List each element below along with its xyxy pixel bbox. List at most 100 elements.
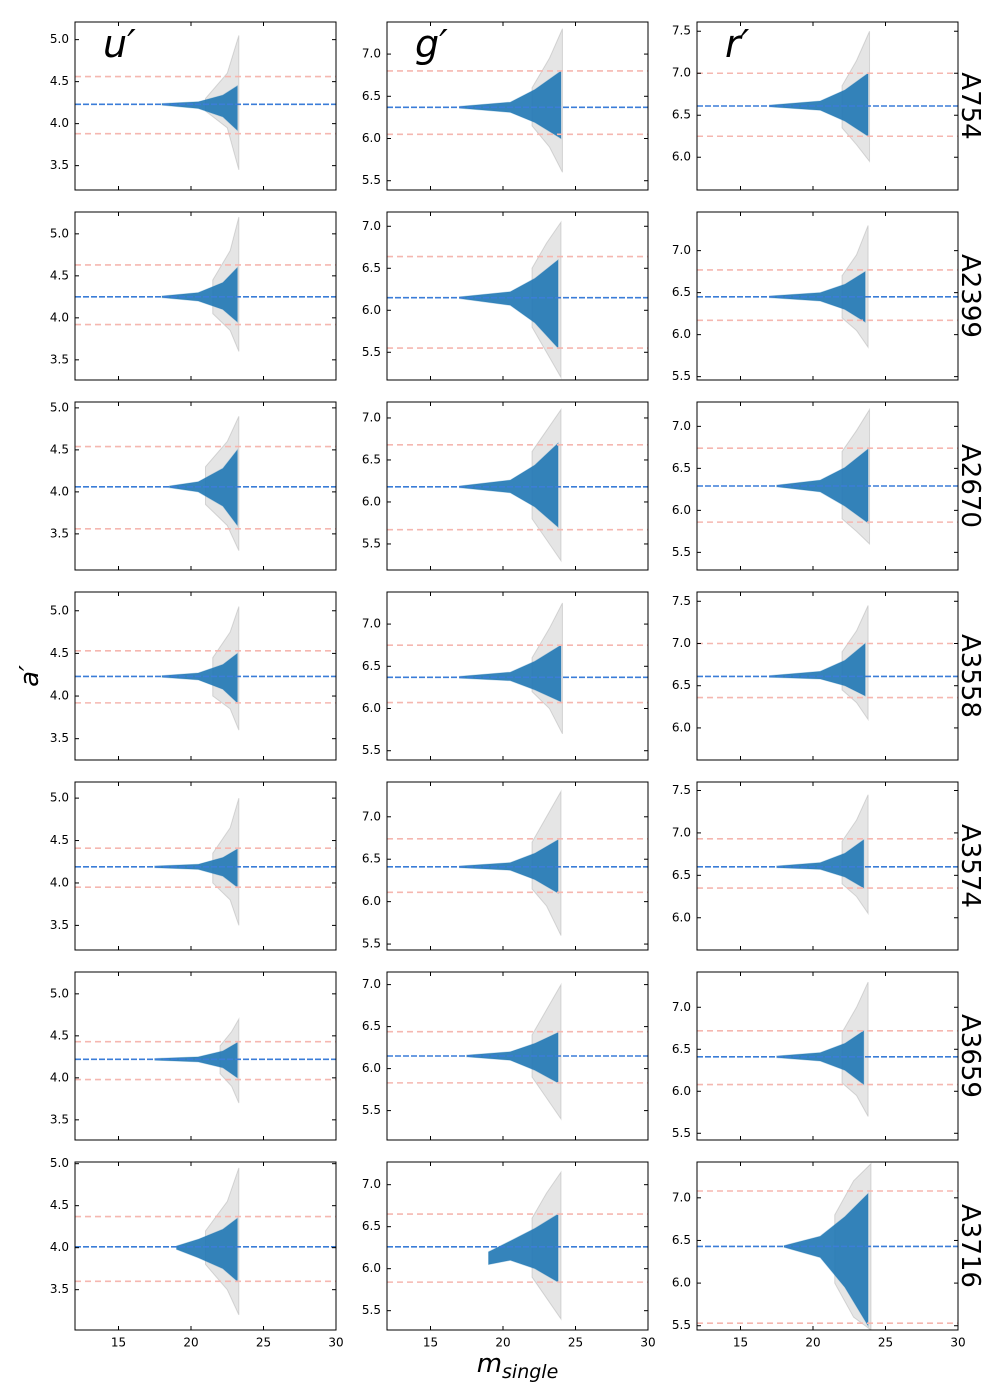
x-tick-label: 25 (568, 1336, 583, 1350)
x-axis-label-main: m (477, 1349, 502, 1379)
plot-area (75, 416, 336, 551)
x-tick-label: 30 (640, 1336, 655, 1350)
row-label: A2399 (955, 254, 985, 338)
point-cloud (161, 84, 238, 132)
panel: 6.0 6.5 7.0 7.5 r′ A754 (672, 21, 985, 191)
y-tick-label: 4.0 (50, 689, 69, 703)
y-tick-label: 6.5 (672, 1042, 691, 1056)
plot-area (697, 225, 958, 349)
axes-frame (386, 21, 649, 191)
x-tick-label: 25 (878, 1336, 893, 1350)
y-tick-label: 6.5 (362, 852, 381, 866)
y-tick-label: 6.5 (362, 1219, 381, 1233)
row-label: A2670 (955, 444, 985, 528)
point-cloud (459, 644, 562, 703)
y-tick-label: 6.0 (672, 1084, 691, 1098)
plot-area (75, 1167, 336, 1316)
point-cloud (776, 1029, 865, 1086)
y-tick-label: 6.5 (362, 261, 381, 275)
y-tick-label: 4.0 (50, 310, 69, 324)
y-tick-label: 7.0 (362, 410, 381, 424)
y-tick-label: 6.0 (362, 494, 381, 508)
row-label: A3659 (955, 1014, 985, 1098)
y-tick-label: 4.5 (50, 442, 69, 456)
y-tick-label: 4.5 (50, 1028, 69, 1042)
axes-frame (386, 401, 649, 571)
y-tick-label: 5.0 (50, 791, 69, 805)
y-tick-label: 6.5 (672, 868, 691, 882)
axes-frame (696, 21, 959, 191)
plot-area (75, 216, 336, 352)
y-tick-label: 3.5 (50, 918, 69, 932)
y-tick-label: 7.0 (672, 66, 691, 80)
panel: 5.5 6.0 6.5 7.0 15 20 25 30 msingle (362, 1161, 656, 1383)
x-tick-label: 20 (495, 1336, 510, 1350)
y-tick-label: 6.5 (362, 659, 381, 673)
y-tick-label: 4.0 (50, 1240, 69, 1254)
plot-area (75, 1017, 336, 1104)
plot-area (387, 220, 648, 380)
axes-frame (386, 781, 649, 951)
x-tick-label: 15 (423, 1336, 438, 1350)
y-tick-label: 4.5 (50, 74, 69, 88)
y-tick-label: 7.0 (362, 1177, 381, 1191)
axes-frame (74, 971, 337, 1141)
point-cloud (168, 448, 238, 527)
y-tick-label: 5.5 (362, 1303, 381, 1317)
panel: 5.5 6.0 6.5 7.0 (362, 781, 649, 951)
y-tick-label: 6.0 (672, 910, 691, 924)
y-tick-label: 5.5 (362, 937, 381, 951)
y-tick-label: 7.0 (362, 47, 381, 61)
y-tick-label: 6.5 (672, 678, 691, 692)
plot-area (387, 982, 648, 1121)
panel: 3.5 4.0 4.5 5.0 15 20 25 30 (50, 1156, 344, 1349)
panel: 5.5 6.0 6.5 7.0 g′ (362, 21, 649, 191)
panel: 6.0 6.5 7.0 7.5 A3558 (672, 591, 985, 761)
y-tick-label: 3.5 (50, 1112, 69, 1126)
axes-frame (386, 1161, 649, 1331)
y-tick-label: 6.0 (672, 150, 691, 164)
y-tick-label: 6.0 (362, 131, 381, 145)
y-tick-label: 7.5 (672, 594, 691, 608)
y-tick-label: 7.0 (672, 636, 691, 650)
panel: 3.5 4.0 4.5 5.0 (50, 400, 337, 571)
axes-frame (696, 591, 959, 761)
y-tick-label: 5.0 (50, 986, 69, 1000)
axes-frame (696, 971, 959, 1141)
axes-frame (74, 401, 337, 571)
plot-area (697, 794, 958, 916)
plot-area (387, 602, 648, 735)
y-tick-label: 3.5 (50, 731, 69, 745)
x-axis-label-subscript: single (502, 1361, 558, 1383)
y-tick-label: 6.0 (672, 1276, 691, 1290)
panel: 5.5 6.0 6.5 7.0 A2670 (672, 401, 985, 571)
y-tick-label: 4.0 (50, 484, 69, 498)
panel: 3.5 4.0 4.5 5.0 (50, 781, 337, 951)
panel: 3.5 4.0 4.5 5.0 (50, 971, 337, 1141)
plot-area (387, 789, 648, 936)
point-cloud (154, 1041, 238, 1079)
plot-area (387, 407, 648, 563)
plot-area (697, 981, 958, 1117)
point-cloud (776, 838, 865, 889)
y-tick-label: 7.0 (362, 219, 381, 233)
y-tick-label: 5.0 (50, 1156, 69, 1170)
y-tick-label: 6.0 (362, 701, 381, 715)
axes-frame (74, 21, 337, 191)
axes-frame (386, 591, 649, 761)
y-tick-label: 6.5 (672, 1233, 691, 1247)
y-tick-label: 5.5 (362, 345, 381, 359)
y-tick-label: 5.5 (362, 173, 381, 187)
panel: 5.5 6.0 6.5 7.0 (362, 971, 649, 1141)
y-tick-label: 7.0 (672, 243, 691, 257)
panel: 5.5 6.0 6.5 7.0 (362, 401, 649, 571)
plot-area (697, 1162, 958, 1330)
y-tick-label: 7.0 (362, 617, 381, 631)
y-tick-label: 7.0 (672, 1190, 691, 1204)
y-tick-label: 5.5 (672, 545, 691, 559)
panel: 3.5 4.0 4.5 5.0 a′ (15, 591, 337, 761)
row-label: A3574 (955, 824, 985, 908)
y-tick-label: 6.5 (362, 452, 381, 466)
